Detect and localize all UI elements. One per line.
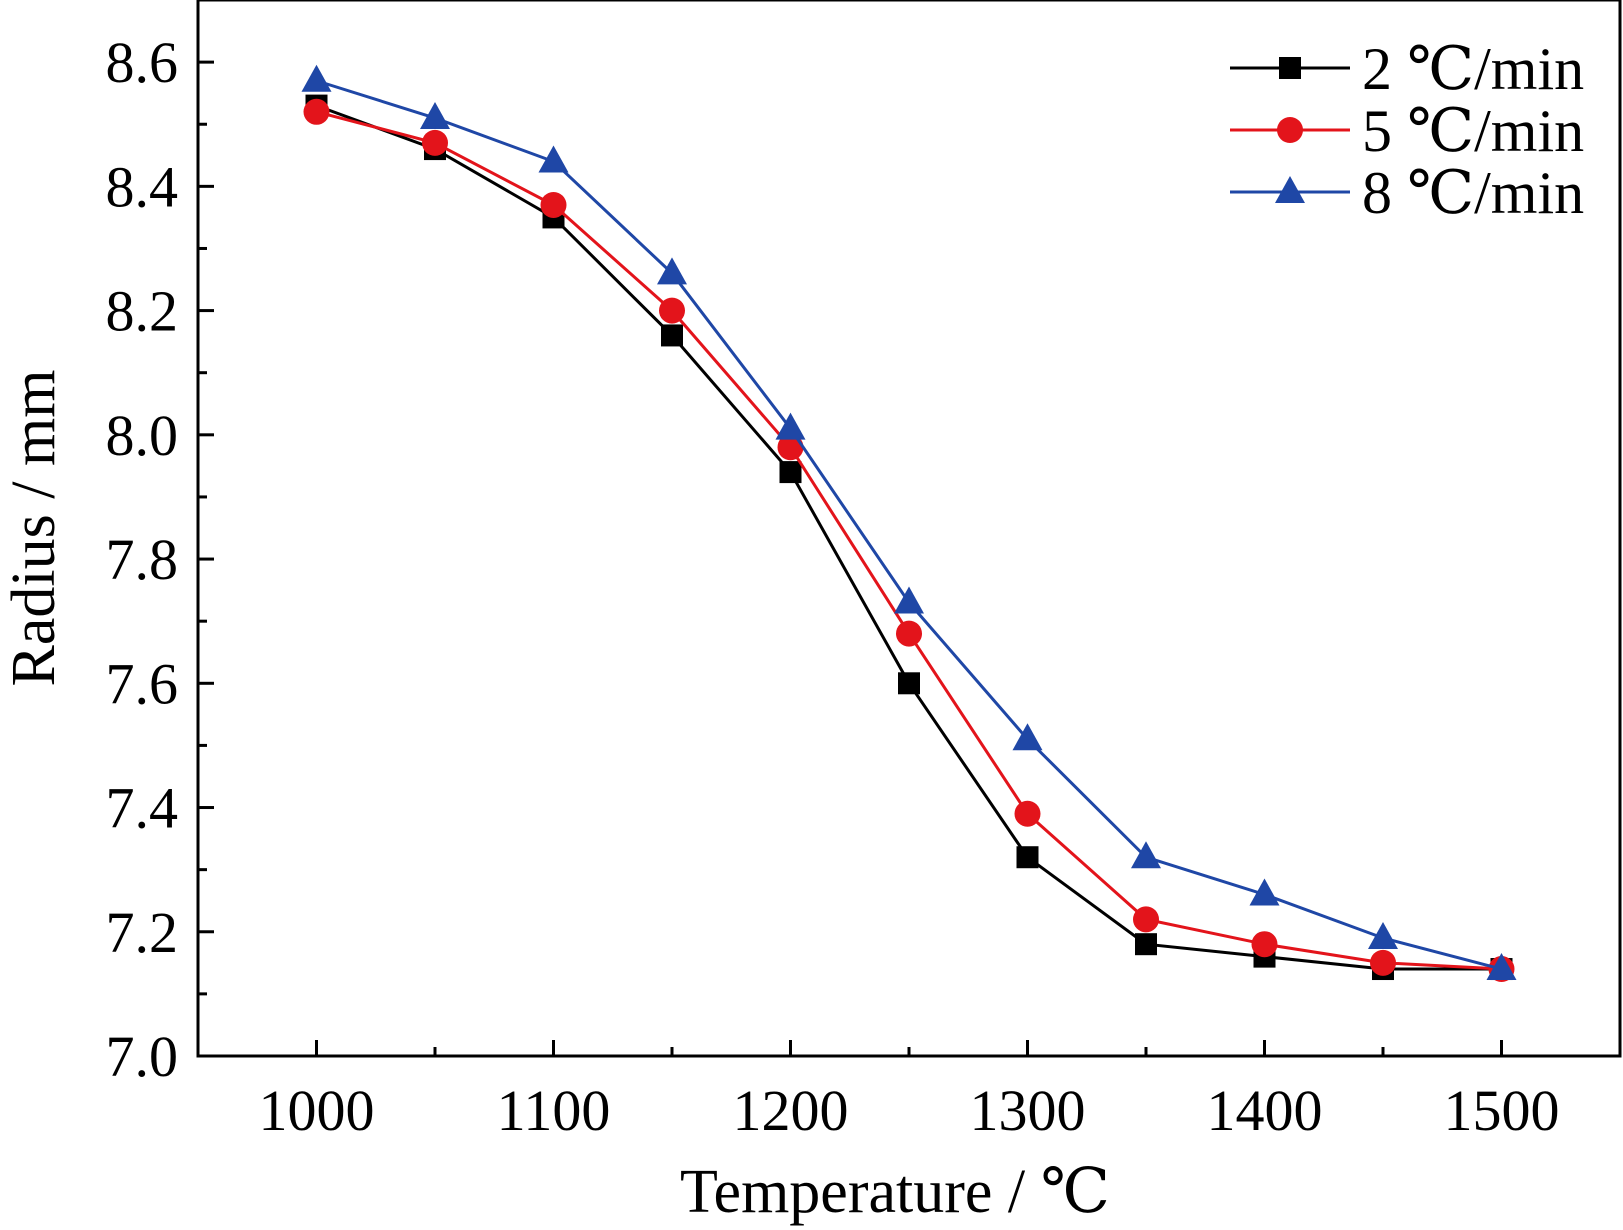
series-line [315,104,1502,971]
data-point [422,129,448,156]
y-tick-label: 7.2 [106,900,179,965]
data-point [1014,800,1041,827]
legend-label: 8 ℃/min [1362,160,1584,226]
data-point [659,297,685,324]
data-point [661,324,683,347]
x-tick-label: 1500 [1444,1078,1560,1143]
data-point [898,672,920,695]
data-point [1249,878,1280,906]
data-point [303,98,330,125]
data-point [775,412,806,440]
x-tick-labels: 1000 1100 1200 1300 1400 1500 [259,1078,1560,1143]
y-tick-labels: 7.0 7.2 7.4 7.6 7.8 8.0 8.2 8.4 8.6 [106,30,179,1089]
legend-marker [1279,57,1301,79]
series-layer [301,64,1517,983]
legend-marker [1275,176,1305,203]
y-tick-label: 7.6 [106,651,179,716]
data-point [301,64,332,92]
y-tick-label: 7.0 [106,1024,179,1089]
data-point [1012,723,1043,751]
y-tick-label: 7.8 [106,527,179,592]
legend-label: 5 ℃/min [1362,98,1584,164]
y-tick-label: 7.4 [106,776,179,841]
x-tick-label: 1400 [1207,1078,1323,1143]
data-point [1368,921,1398,949]
x-axis-label: Temperature / ℃ [680,1158,1110,1226]
data-point [420,102,450,130]
y-axis-label: Radius / mm [0,370,68,687]
data-point [657,257,687,285]
x-tick-label: 1200 [733,1078,849,1143]
x-tick-label: 1000 [259,1078,375,1143]
data-point [1251,931,1278,958]
series-line [316,79,1502,971]
data-point [1370,949,1396,976]
data-point [894,586,924,614]
data-point [896,620,922,647]
data-point [1135,933,1157,956]
x-tick-label: 1100 [497,1078,611,1143]
y-tick-label: 8.4 [106,154,179,219]
y-tick-label: 8.2 [106,279,179,344]
series-1 [305,94,1513,981]
data-point [779,461,802,484]
data-point [540,191,567,218]
data-point [1131,841,1161,869]
x-tick-label: 1300 [970,1078,1086,1143]
series-3 [301,64,1517,981]
legend-marker [1277,117,1303,143]
y-tick-label: 8.6 [106,30,179,95]
y-tick-label: 8.0 [106,403,179,468]
data-point [538,145,569,173]
legend-label: 2 ℃/min [1362,36,1584,102]
series-line [316,110,1502,971]
data-point [1133,906,1159,933]
data-point [1016,846,1039,869]
axis-ticks [196,0,1622,1058]
series-2 [303,98,1515,983]
data-point [1486,953,1517,981]
